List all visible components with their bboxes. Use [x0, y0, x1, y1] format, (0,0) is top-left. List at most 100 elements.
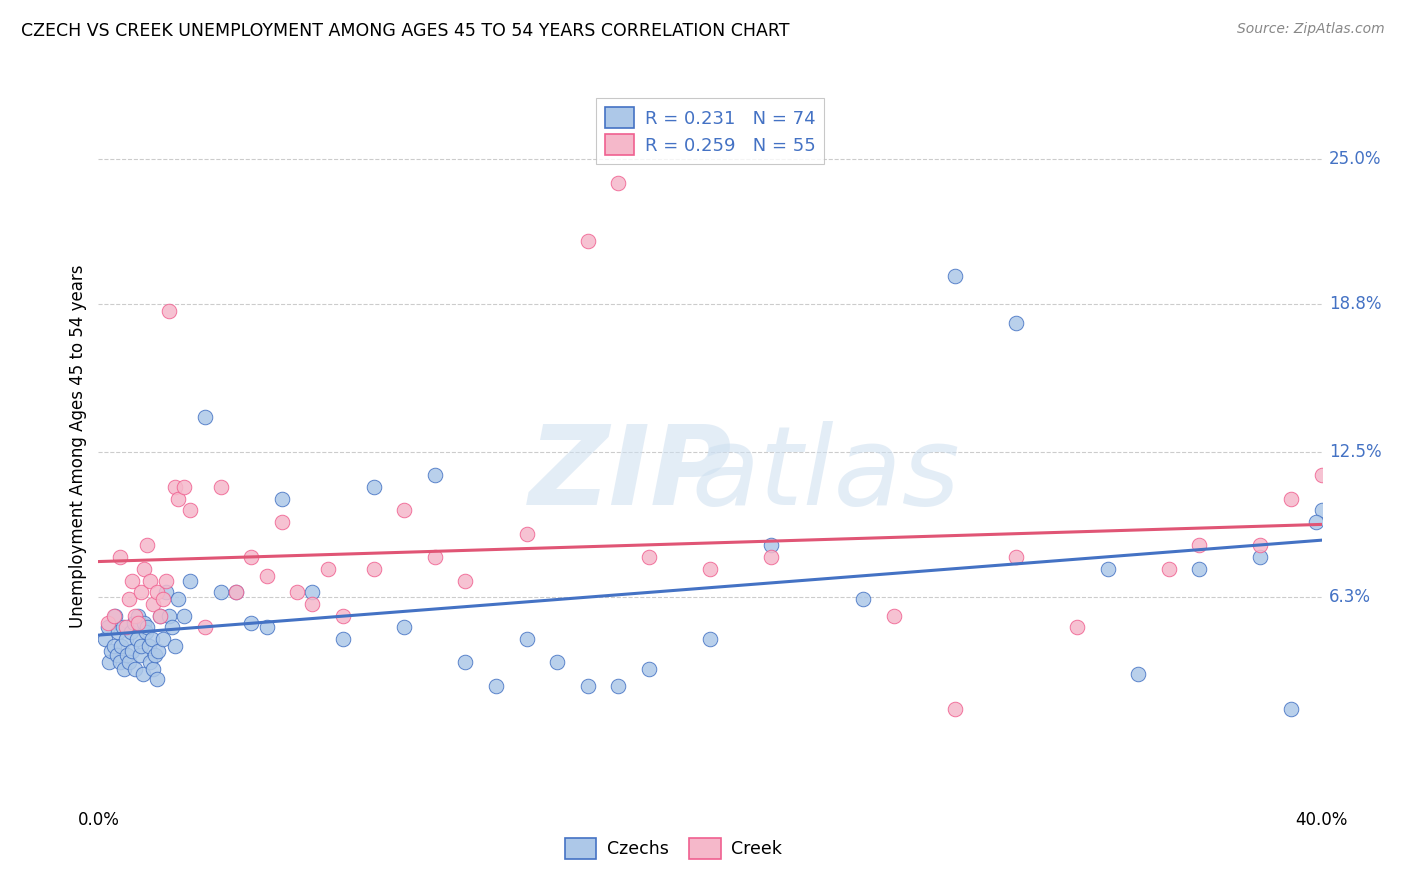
- Point: [1004, 550, 1026, 565]
- Point: [145, 585, 167, 599]
- Point: [240, 550, 263, 565]
- Point: [173, 480, 195, 494]
- Point: [136, 620, 159, 634]
- Point: [637, 550, 661, 565]
- Point: [423, 550, 446, 565]
- Point: [576, 234, 599, 248]
- Point: [127, 608, 149, 623]
- Point: [363, 562, 385, 576]
- Point: [157, 304, 180, 318]
- Point: [576, 679, 599, 693]
- Point: [134, 615, 156, 630]
- Point: [285, 585, 308, 599]
- Point: [485, 679, 508, 693]
- Point: [105, 648, 128, 663]
- Point: [135, 625, 157, 640]
- Point: [1341, 550, 1364, 565]
- Point: [363, 480, 385, 494]
- Point: [761, 538, 783, 552]
- Point: [209, 480, 232, 494]
- Point: [125, 632, 148, 646]
- Point: [118, 592, 141, 607]
- Point: [1341, 526, 1364, 541]
- Point: [93, 632, 115, 646]
- Point: [516, 632, 538, 646]
- Point: [173, 608, 195, 623]
- Point: [103, 639, 125, 653]
- Text: CZECH VS CREEK UNEMPLOYMENT AMONG AGES 45 TO 54 YEARS CORRELATION CHART: CZECH VS CREEK UNEMPLOYMENT AMONG AGES 4…: [21, 22, 790, 40]
- Point: [1128, 667, 1150, 681]
- Point: [546, 656, 568, 670]
- Point: [209, 585, 232, 599]
- Point: [1157, 562, 1180, 576]
- Point: [145, 672, 167, 686]
- Point: [1250, 550, 1272, 565]
- Point: [761, 550, 783, 565]
- Point: [146, 644, 169, 658]
- Point: [332, 632, 354, 646]
- Point: [142, 662, 165, 676]
- Point: [1066, 620, 1088, 634]
- Point: [98, 656, 121, 670]
- Point: [129, 639, 152, 653]
- Point: [270, 515, 294, 529]
- Point: [1279, 491, 1302, 506]
- Point: [516, 526, 538, 541]
- Point: [332, 608, 354, 623]
- Point: [115, 632, 138, 646]
- Point: [149, 608, 172, 623]
- Point: [423, 468, 446, 483]
- Point: [225, 585, 247, 599]
- Point: [1004, 316, 1026, 330]
- Point: [111, 620, 134, 634]
- Point: [128, 648, 150, 663]
- Point: [139, 574, 162, 588]
- Point: [157, 608, 180, 623]
- Point: [124, 662, 146, 676]
- Point: [1372, 480, 1395, 494]
- Point: [1310, 503, 1333, 517]
- Point: [179, 503, 201, 517]
- Point: [270, 491, 294, 506]
- Point: [699, 632, 721, 646]
- Point: [163, 639, 186, 653]
- Text: 12.5%: 12.5%: [1329, 442, 1381, 461]
- Point: [122, 615, 145, 630]
- Point: [127, 615, 149, 630]
- Point: [115, 620, 138, 634]
- Point: [1279, 702, 1302, 716]
- Point: [167, 491, 190, 506]
- Point: [883, 608, 905, 623]
- Point: [1097, 562, 1119, 576]
- Point: [256, 620, 278, 634]
- Point: [138, 639, 160, 653]
- Point: [117, 648, 139, 663]
- Point: [1188, 562, 1211, 576]
- Point: [139, 656, 162, 670]
- Point: [1250, 538, 1272, 552]
- Point: [301, 585, 323, 599]
- Point: [194, 409, 217, 424]
- Point: [141, 632, 163, 646]
- Y-axis label: Unemployment Among Ages 45 to 54 years: Unemployment Among Ages 45 to 54 years: [69, 264, 87, 628]
- Point: [121, 644, 143, 658]
- Point: [454, 574, 477, 588]
- Point: [152, 592, 174, 607]
- Point: [225, 585, 247, 599]
- Point: [107, 625, 129, 640]
- Point: [129, 585, 152, 599]
- Point: [104, 608, 127, 623]
- Text: 18.8%: 18.8%: [1329, 295, 1381, 313]
- Point: [112, 662, 135, 676]
- Point: [118, 656, 141, 670]
- Text: atlas: atlas: [692, 421, 960, 528]
- Point: [167, 592, 190, 607]
- Point: [301, 597, 323, 611]
- Point: [637, 662, 661, 676]
- Point: [136, 538, 159, 552]
- Point: [454, 656, 477, 670]
- Point: [943, 269, 966, 284]
- Point: [97, 620, 120, 634]
- Point: [110, 639, 132, 653]
- Point: [108, 550, 131, 565]
